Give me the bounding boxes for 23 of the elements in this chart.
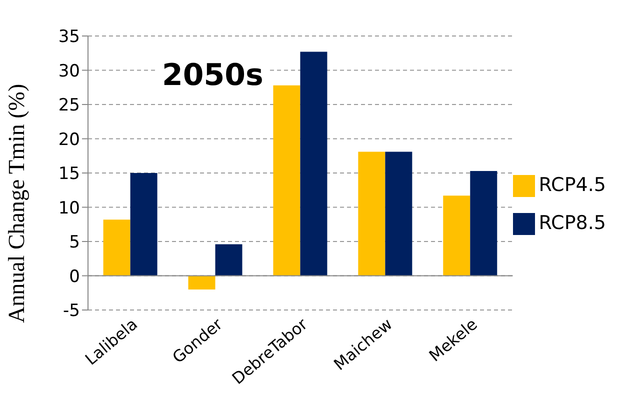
bar — [358, 152, 386, 276]
bar — [130, 173, 158, 276]
bar — [188, 276, 216, 290]
y-tick-label: 20 — [58, 130, 80, 150]
text: 2050s — [158, 58, 268, 93]
y-axis-title: Annual Change Tmin (%) — [4, 84, 30, 323]
bar — [470, 170, 498, 276]
y-tick-label: 30 — [58, 61, 80, 82]
y-tick-label: 10 — [58, 198, 80, 218]
y-tick-label: -5 — [63, 301, 80, 322]
y-tick-label: 25 — [58, 96, 80, 116]
y-tick-label: 0 — [69, 266, 80, 287]
legend-label: RCP4.5 — [538, 174, 606, 196]
bar — [103, 220, 130, 276]
bar — [273, 85, 300, 276]
y-tick-label: 35 — [58, 27, 80, 48]
y-tick-label: 5 — [69, 232, 80, 253]
bar — [443, 196, 470, 276]
bar — [385, 152, 412, 276]
y-tick-label: 15 — [58, 164, 80, 184]
legend-label: RCP8.5 — [538, 212, 606, 234]
bar — [215, 244, 242, 276]
bar — [300, 52, 328, 276]
